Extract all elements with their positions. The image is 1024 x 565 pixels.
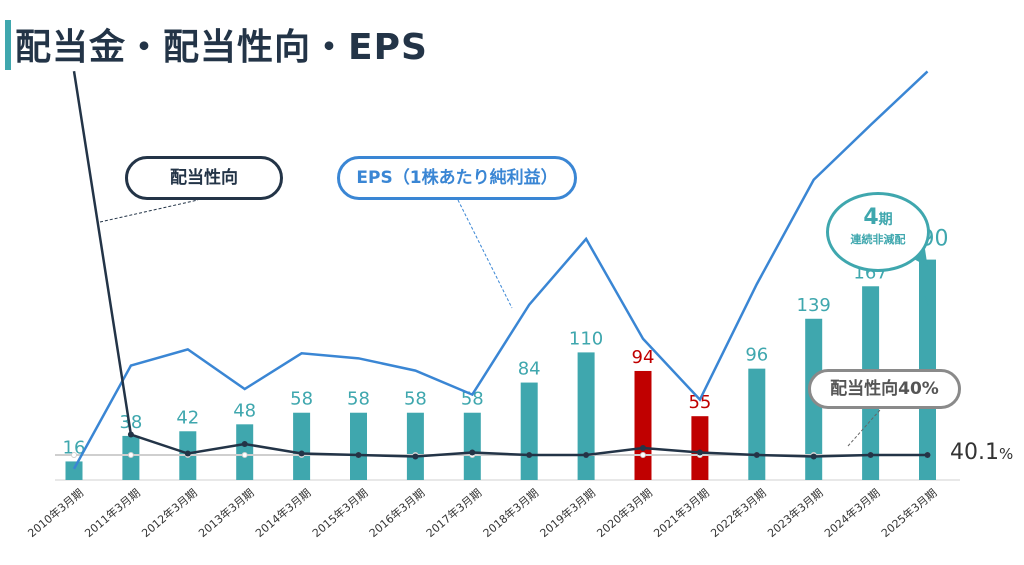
x-tick-label: 2017年3月期 — [423, 486, 484, 540]
badge-number: 4 — [863, 205, 879, 230]
x-tick-label: 2015年3月期 — [309, 486, 370, 540]
payout-ratio-dot — [127, 431, 134, 438]
dividend-bar-label: 55 — [688, 392, 711, 413]
title-accent-bar — [5, 20, 11, 70]
dividend-bar — [350, 412, 367, 480]
x-tick-label: 2025年3月期 — [878, 486, 939, 540]
dividend-bar-label: 96 — [745, 345, 768, 366]
dividend-bar-label: 139 — [797, 295, 831, 316]
payout-ratio-dot — [469, 449, 476, 456]
badge-text: 連続非減配 — [850, 233, 906, 246]
payout-ratio-dot — [810, 453, 817, 460]
badge-count: 4期 — [829, 205, 927, 233]
dividend-bar-label: 58 — [461, 389, 484, 410]
dividend-bar-label: 58 — [404, 389, 427, 410]
dividend-bar-label: 94 — [632, 347, 655, 368]
dividend-bar-label: 16 — [63, 437, 86, 458]
dividend-bars — [65, 259, 936, 480]
payout-ratio-dot — [753, 452, 760, 458]
latest-payout-ratio-unit: % — [998, 445, 1014, 463]
dividend-bar — [748, 368, 766, 480]
dividend-bar — [577, 352, 595, 480]
payout-target-dot — [640, 452, 646, 458]
x-tick-label: 2011年3月期 — [82, 486, 143, 540]
chart-title: 配当金・配当性向・EPS — [15, 27, 428, 68]
x-tick-label: 2010年3月期 — [25, 486, 86, 540]
last-bar-label-leader — [924, 295, 929, 306]
payout-ratio-dot — [640, 445, 646, 451]
payout-ratio-dot — [184, 450, 191, 457]
payout-target-callout: 配当性向40% — [808, 369, 961, 409]
latest-payout-ratio-value: 40.1 — [950, 440, 999, 465]
payout-target-dot — [127, 452, 134, 458]
x-tick-label: 2014年3月期 — [252, 486, 313, 540]
dividend-bar-label: 58 — [347, 389, 370, 410]
dividend-bar — [406, 412, 424, 480]
badge-unit: 期 — [878, 212, 893, 228]
x-tick-label: 2022年3月期 — [708, 486, 769, 540]
dividend-bar — [634, 370, 652, 480]
payout-callout-leader — [99, 199, 199, 223]
payout-ratio-markers — [127, 431, 931, 460]
x-tick-label: 2019年3月期 — [537, 486, 598, 540]
x-axis-tick-labels: 2010年3月期2011年3月期2012年3月期2013年3月期2014年3月期… — [25, 486, 940, 540]
dividend-bar-label: 38 — [119, 412, 142, 433]
x-tick-label: 2013年3月期 — [196, 486, 257, 540]
dividend-bar — [691, 416, 709, 480]
x-tick-label: 2016年3月期 — [366, 486, 427, 540]
payout-ratio-dot — [298, 450, 305, 457]
consecutive-dividend-badge: 4期 連続非減配 — [826, 192, 930, 272]
dividend-bar-label: 42 — [176, 407, 199, 428]
payout-ratio-dot — [412, 453, 419, 460]
eps-callout: EPS（1株あたり純利益） — [337, 156, 577, 200]
dividend-bar — [463, 412, 481, 480]
payout-ratio-dot — [355, 452, 362, 458]
payout-target-dot — [71, 452, 77, 458]
x-tick-label: 2021年3月期 — [651, 486, 712, 540]
payout-ratio-dot — [924, 451, 931, 458]
latest-payout-ratio: 40.1% — [950, 440, 1013, 465]
x-tick-label: 2024年3月期 — [821, 486, 882, 540]
x-tick-label: 2012年3月期 — [139, 486, 200, 540]
dividend-bar-label: 84 — [518, 359, 541, 380]
payout-ratio-line — [72, 71, 928, 458]
dividend-bar — [65, 461, 83, 480]
payout-ratio-dot — [583, 452, 590, 458]
dividend-bar-label: 58 — [290, 389, 313, 410]
x-tick-label: 2023年3月期 — [765, 486, 826, 540]
x-tick-label: 2020年3月期 — [594, 486, 655, 540]
dividend-bar-label: 48 — [233, 400, 256, 421]
eps-callout-leader — [457, 199, 513, 309]
eps-line — [72, 70, 929, 470]
x-tick-label: 2018年3月期 — [480, 486, 541, 540]
payout-ratio-dot — [526, 452, 533, 458]
payout-ratio-dot — [241, 441, 248, 447]
payout-ratio-callout: 配当性向 — [125, 156, 283, 200]
target-callout-leader — [847, 409, 881, 447]
payout-ratio-dot — [696, 449, 703, 456]
dividend-bar-label: 110 — [569, 328, 603, 349]
dividend-bar — [293, 412, 311, 480]
payout-ratio-dot — [867, 452, 874, 458]
payout-target-dot — [241, 452, 248, 458]
dividend-bar — [520, 382, 538, 480]
